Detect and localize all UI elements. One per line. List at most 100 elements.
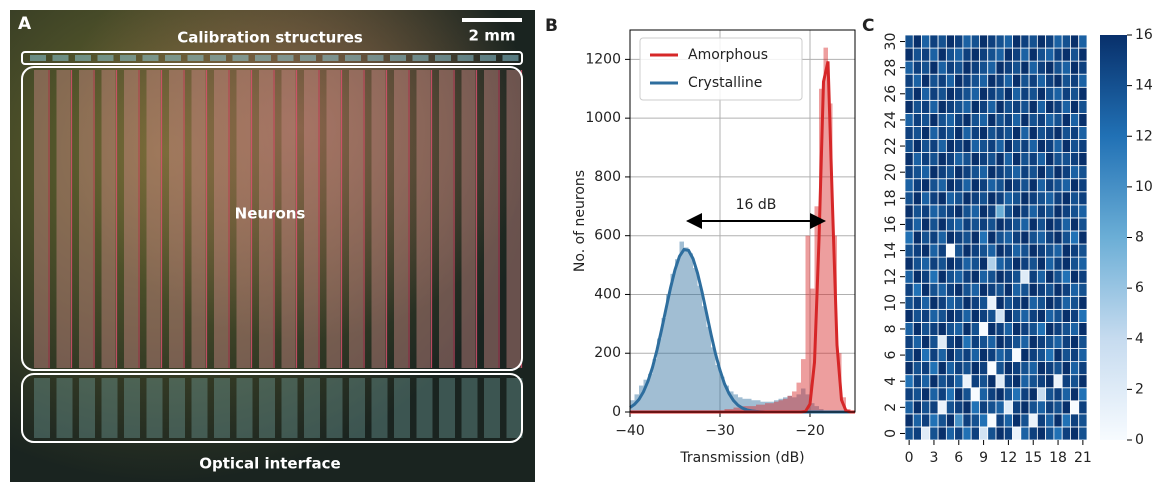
heatmap-cell xyxy=(922,335,930,348)
stripe xyxy=(417,70,431,368)
heatmap-cell xyxy=(1070,74,1078,87)
heatmap-cell xyxy=(1029,401,1037,414)
heatmap-cell xyxy=(922,35,930,48)
heatmap-cell xyxy=(971,401,979,414)
heatmap-cell xyxy=(1037,283,1045,296)
heatmap-cell xyxy=(946,192,954,205)
heatmap-cell xyxy=(1062,401,1070,414)
heatmap-cell xyxy=(1037,179,1045,192)
heatmap-cell xyxy=(913,87,921,100)
heatmap-cell xyxy=(1013,349,1021,362)
colorbar-tick-label: 0 xyxy=(1135,432,1144,448)
stripe xyxy=(192,70,206,368)
heatmap-cell xyxy=(1029,192,1037,205)
heatmap-cell xyxy=(996,87,1004,100)
y-tick-label: 2 xyxy=(883,403,899,412)
heatmap-cell xyxy=(1004,126,1012,139)
heatmap-cell xyxy=(1079,205,1087,218)
heatmap-cell xyxy=(1046,283,1054,296)
heatmap-cell xyxy=(938,283,946,296)
heatmap-cell xyxy=(1054,153,1062,166)
heatmap-cell xyxy=(979,257,987,270)
heatmap-cell xyxy=(905,205,913,218)
heatmap-cell xyxy=(963,401,971,414)
heatmap-cell xyxy=(913,309,921,322)
heatmap-cell xyxy=(1070,296,1078,309)
heatmap-cell xyxy=(946,401,954,414)
heatmap-cell xyxy=(988,87,996,100)
heatmap-cell xyxy=(963,113,971,126)
heatmap-cell xyxy=(905,113,913,126)
heatmap-cell xyxy=(922,192,930,205)
heatmap-cell xyxy=(1062,140,1070,153)
histogram-bar xyxy=(671,274,676,412)
heatmap-cell xyxy=(1013,35,1021,48)
x-axis-label: Transmission (dB) xyxy=(679,450,804,466)
heatmap-cell xyxy=(979,427,987,440)
heatmap-cell xyxy=(1079,35,1087,48)
heatmap-cell xyxy=(996,349,1004,362)
panel-letter: C xyxy=(862,16,874,36)
heatmap-cell xyxy=(946,257,954,270)
heatmap-cell xyxy=(1021,126,1029,139)
heatmap-cell xyxy=(988,218,996,231)
heatmap-cell xyxy=(922,74,930,87)
coupler xyxy=(304,378,320,438)
heatmap-cell xyxy=(913,218,921,231)
heatmap-cell xyxy=(1004,153,1012,166)
heatmap-cell xyxy=(1070,375,1078,388)
heatmap-cell xyxy=(988,179,996,192)
heatmap-cell xyxy=(1013,205,1021,218)
heatmap-cell xyxy=(1054,270,1062,283)
heatmap-cell xyxy=(1046,126,1054,139)
heatmap-cell xyxy=(1062,113,1070,126)
heatmap-cell xyxy=(922,283,930,296)
heatmap-cell xyxy=(988,48,996,61)
heatmap-cell xyxy=(979,309,987,322)
heatmap-cell xyxy=(905,257,913,270)
coupler xyxy=(282,378,298,438)
y-tick-label: 800 xyxy=(594,169,621,185)
heatmap-cell xyxy=(1054,375,1062,388)
heatmap-cell xyxy=(938,61,946,74)
heatmap-cell xyxy=(1062,309,1070,322)
heatmap-cell xyxy=(1062,231,1070,244)
heatmap-cell xyxy=(938,335,946,348)
heatmap-cell xyxy=(988,257,996,270)
heatmap-cell xyxy=(1054,231,1062,244)
heatmap-cell xyxy=(1070,87,1078,100)
heatmap-cell xyxy=(996,388,1004,401)
heatmap-cell xyxy=(1004,414,1012,427)
heatmap-cell xyxy=(979,48,987,61)
photo-label: Calibration structures xyxy=(177,29,363,47)
heatmap-cell xyxy=(913,192,921,205)
heatmap-cell xyxy=(1004,388,1012,401)
heatmap-cell xyxy=(1021,296,1029,309)
heatmap-cell xyxy=(1079,74,1087,87)
heatmap-cell xyxy=(1013,388,1021,401)
x-tick-label: 15 xyxy=(1024,450,1042,466)
heatmap-cell xyxy=(1046,231,1054,244)
heatmap-cell xyxy=(979,231,987,244)
heatmap-cell xyxy=(955,335,963,348)
heatmap-cell xyxy=(922,61,930,74)
heatmap-cell xyxy=(1021,414,1029,427)
heatmap-cell xyxy=(971,48,979,61)
heatmap-cell xyxy=(1013,414,1021,427)
heatmap-cell xyxy=(930,100,938,113)
stripe xyxy=(349,70,363,368)
heatmap-cell xyxy=(1037,296,1045,309)
y-tick-label: 30 xyxy=(883,33,899,51)
heatmap-cell xyxy=(996,335,1004,348)
heatmap-cell xyxy=(955,140,963,153)
heatmap-cell xyxy=(913,61,921,74)
heatmap-cell xyxy=(922,322,930,335)
heatmap-cell xyxy=(905,192,913,205)
heatmap-cell xyxy=(996,427,1004,440)
heatmap-cell xyxy=(988,335,996,348)
heatmap-cell xyxy=(946,296,954,309)
heatmap-cell xyxy=(963,375,971,388)
heatmap-cell xyxy=(971,244,979,257)
heatmap-cell xyxy=(1070,335,1078,348)
heatmap-cell xyxy=(1070,126,1078,139)
